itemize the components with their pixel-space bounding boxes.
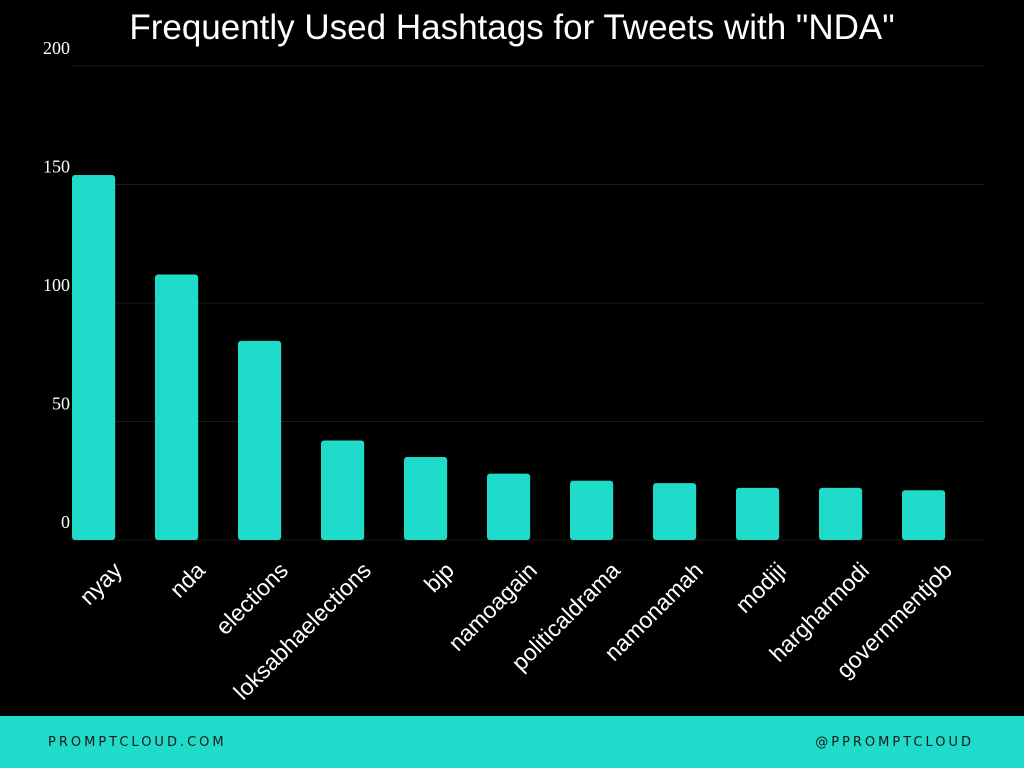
y-tick-label: 100 bbox=[43, 275, 70, 295]
bar-governmentjob bbox=[902, 490, 946, 540]
bar-nda bbox=[155, 274, 199, 540]
grid-lines bbox=[71, 65, 984, 541]
y-tick-label: 50 bbox=[52, 394, 70, 414]
footer-bar: PROMPTCLOUD.COM @PPROMPTCLOUD bbox=[0, 716, 1024, 768]
bar-elections bbox=[238, 340, 282, 540]
bar-modiji bbox=[736, 487, 780, 540]
y-tick-label: 200 bbox=[43, 38, 70, 58]
bar-namoagain bbox=[487, 473, 531, 540]
bar-namonamah bbox=[653, 483, 697, 540]
y-tick-label: 150 bbox=[43, 157, 70, 177]
y-axis: 0 50 100 150 200 bbox=[43, 38, 70, 532]
x-tick-label: modiji bbox=[730, 557, 791, 618]
footer-website[interactable]: PROMPTCLOUD.COM bbox=[48, 735, 227, 750]
x-tick-label: nyay bbox=[74, 557, 127, 610]
bar-politicaldrama bbox=[570, 480, 614, 540]
x-tick-label: bjp bbox=[419, 557, 459, 597]
bars bbox=[72, 175, 946, 540]
x-tick-label: elections bbox=[210, 557, 293, 640]
x-tick-label: nda bbox=[164, 557, 210, 603]
bar-bjp bbox=[404, 457, 448, 540]
footer-handle[interactable]: @PPROMPTCLOUD bbox=[815, 735, 974, 750]
y-tick-label: 0 bbox=[61, 512, 70, 532]
x-tick-label: loksabhaelections bbox=[228, 557, 376, 705]
chart-title: Frequently Used Hashtags for Tweets with… bbox=[129, 8, 895, 47]
bar-hargharmodi bbox=[819, 487, 863, 540]
bar-chart: 0 50 100 150 200 nyay nda electionsloksabhaele… bbox=[43, 38, 984, 705]
bar-loksabhaelections bbox=[321, 440, 365, 540]
bar-nyay bbox=[72, 175, 116, 540]
